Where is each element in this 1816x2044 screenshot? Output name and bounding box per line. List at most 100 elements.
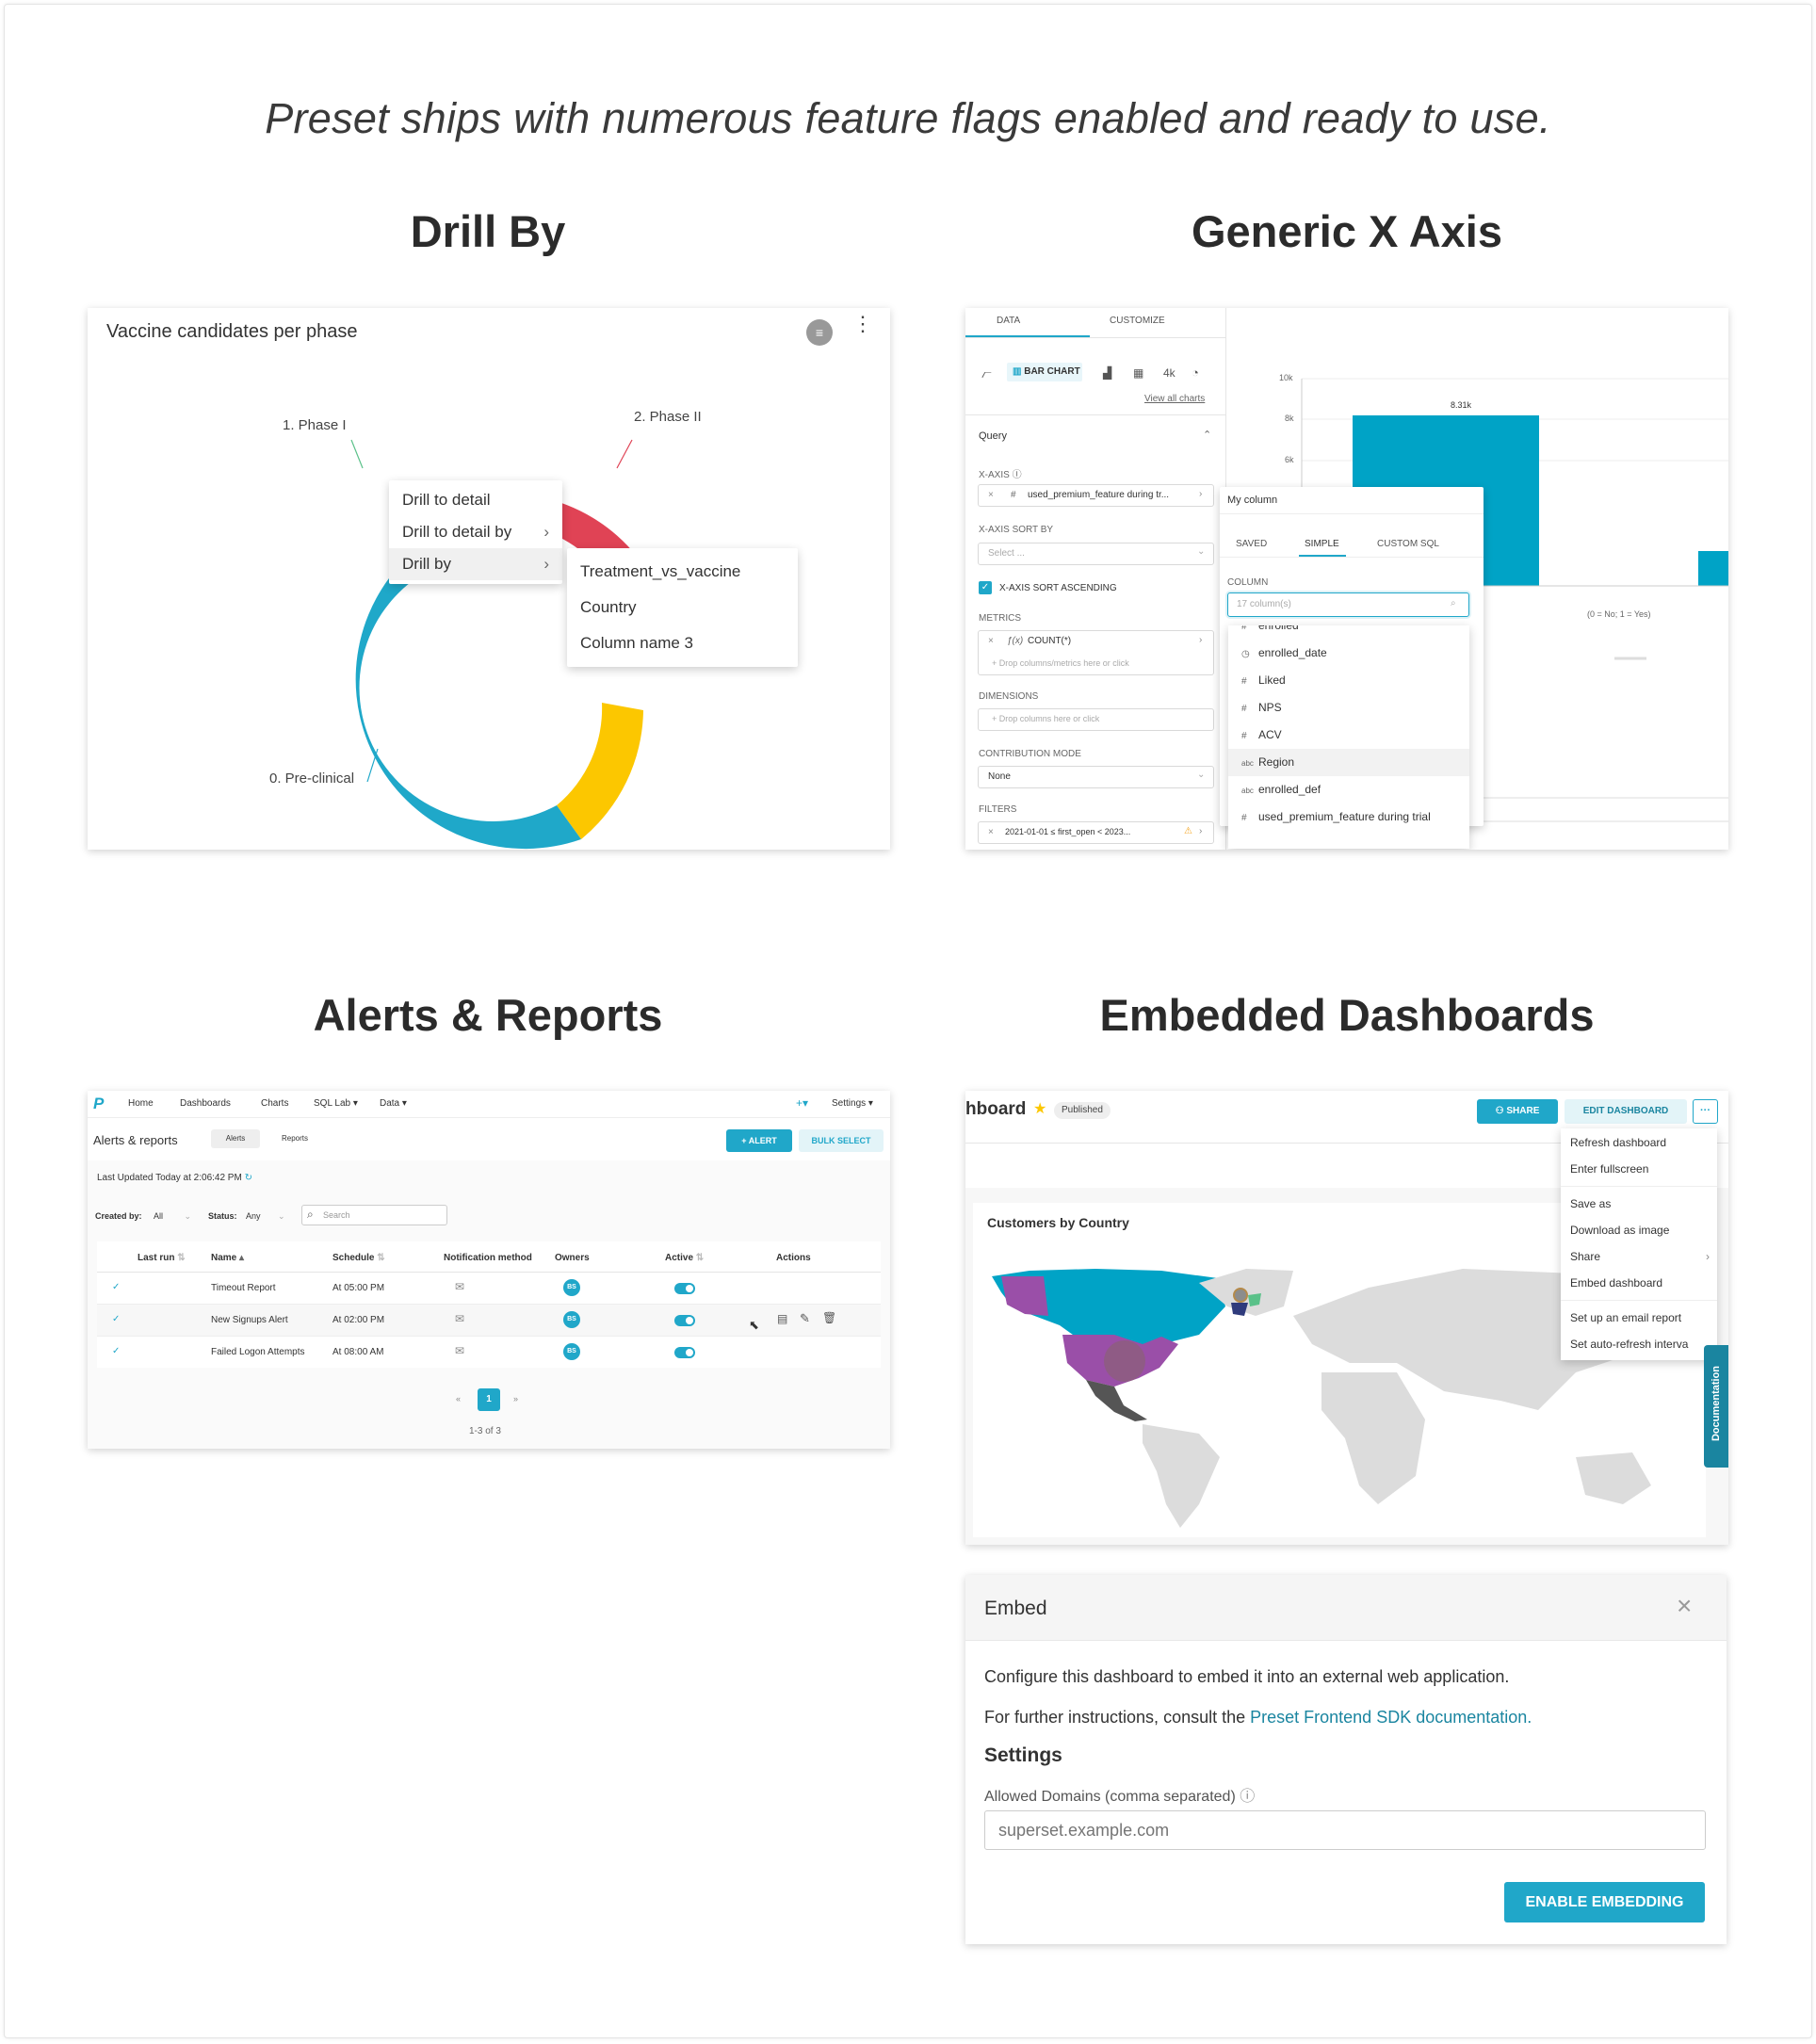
column-option[interactable]: # ACV	[1228, 722, 1469, 749]
popover-tab-saved[interactable]: SAVED	[1236, 539, 1268, 549]
nav-sql-lab[interactable]: SQL Lab ▾	[314, 1098, 358, 1109]
trash-icon[interactable]: 🗑	[822, 1311, 837, 1324]
big-number-4k[interactable]: 4k	[1163, 366, 1176, 380]
col-notification: Notification method	[444, 1253, 532, 1263]
active-toggle[interactable]	[674, 1315, 695, 1326]
nav-data[interactable]: Data ▾	[380, 1098, 407, 1109]
contribution-select[interactable]: None ⌄	[978, 766, 1214, 788]
tab-alerts[interactable]: Alerts	[211, 1129, 260, 1148]
info-icon: ⓘ	[1240, 1789, 1256, 1805]
table-row[interactable]: ✓ Timeout Report At 05:00 PM ✉ BS	[97, 1273, 881, 1304]
active-toggle[interactable]	[674, 1283, 695, 1294]
menu-embed-dashboard[interactable]: Embed dashboard	[1570, 1276, 1663, 1290]
created-by-select[interactable]: All ⌄	[154, 1211, 192, 1221]
pagination-page-1[interactable]: 1	[478, 1388, 500, 1411]
edit-dashboard-button[interactable]: EDIT DASHBOARD	[1565, 1099, 1687, 1124]
copy-icon[interactable]: ▤	[777, 1312, 788, 1325]
status-select[interactable]: Any ⌄	[246, 1211, 285, 1221]
column-option[interactable]: ◷ enrolled_date	[1228, 640, 1469, 667]
submenu-treatment-vs-vaccine[interactable]: Treatment_vs_vaccine	[580, 562, 741, 580]
menu-enter-fullscreen[interactable]: Enter fullscreen	[1570, 1162, 1649, 1176]
area-chart-icon[interactable]: ▟	[1103, 366, 1112, 380]
nav-dashboards[interactable]: Dashboards	[180, 1098, 231, 1109]
view-all-charts-link[interactable]: View all charts	[1144, 394, 1206, 404]
modal-title: Embed	[984, 1598, 1047, 1619]
submenu-column-name-3[interactable]: Column name 3	[580, 634, 694, 652]
menu-auto-refresh[interactable]: Set auto-refresh interva	[1570, 1338, 1689, 1351]
pie-chart-icon[interactable]: ◔	[1192, 365, 1199, 380]
menu-drill-by[interactable]: Drill by ›	[389, 548, 562, 580]
enable-embedding-button[interactable]: ENABLE EMBEDDING	[1504, 1882, 1705, 1922]
col-last-run[interactable]: Last run ⇅	[138, 1253, 186, 1263]
bar-1[interactable]	[1698, 551, 1728, 586]
menu-download-image[interactable]: Download as image	[1570, 1224, 1670, 1237]
nav-home[interactable]: Home	[128, 1098, 154, 1109]
star-icon[interactable]: ★	[1033, 1101, 1047, 1117]
menu-drill-to-detail[interactable]: Drill to detail	[402, 491, 491, 509]
sort-ascending-checkbox[interactable]: ✓	[979, 581, 992, 594]
sdk-documentation-link[interactable]: Preset Frontend SDK documentation.	[1250, 1708, 1532, 1727]
email-icon: ✉	[455, 1280, 465, 1293]
close-icon[interactable]: ×	[988, 636, 994, 646]
menu-drill-to-detail-by[interactable]: Drill to detail by ›	[389, 516, 562, 548]
col-name[interactable]: Name ▴	[211, 1253, 245, 1263]
slice-pre-clinical[interactable]	[355, 567, 581, 850]
col-schedule[interactable]: Schedule ⇅	[332, 1253, 385, 1263]
chevron-right-icon: ›	[1199, 635, 1203, 645]
submenu-country[interactable]: Country	[580, 598, 637, 616]
metrics-field[interactable]: × ƒ(x) COUNT(*) › + Drop columns/metrics…	[978, 630, 1214, 675]
active-toggle[interactable]	[674, 1347, 695, 1358]
pagination-prev[interactable]: «	[456, 1394, 462, 1403]
edit-icon[interactable]: ✎	[800, 1311, 810, 1325]
filters-field[interactable]: × 2021-01-01 ≤ first_open < 2023... ⚠ ›	[978, 821, 1214, 844]
text-type-icon: abc	[1241, 787, 1254, 795]
chevron-up-icon[interactable]: ⌃	[1203, 430, 1212, 441]
tab-reports[interactable]: Reports	[281, 1134, 308, 1143]
pagination-next[interactable]: »	[513, 1394, 519, 1403]
search-input[interactable]: ⌕ Search	[301, 1205, 447, 1225]
x-axis-field[interactable]: × # used_premium_feature during tr... ›	[978, 484, 1214, 507]
allowed-domains-input[interactable]	[984, 1810, 1706, 1850]
sort-by-select[interactable]: Select ... ⌄	[978, 543, 1214, 565]
slice-yellow[interactable]	[557, 703, 643, 839]
bar-chart-type[interactable]: ▥ BAR CHART	[1007, 363, 1082, 381]
preset-logo-icon[interactable]: P	[93, 1095, 105, 1112]
documentation-tab[interactable]: Documentation	[1704, 1345, 1728, 1468]
column-option[interactable]: abc Region	[1228, 749, 1469, 776]
popover-tab-simple[interactable]: SIMPLE	[1305, 539, 1339, 549]
popover-tab-custom-sql[interactable]: CUSTOM SQL	[1377, 539, 1439, 549]
column-option[interactable]: # used_premium_feature during trial	[1228, 803, 1469, 831]
add-alert-button[interactable]: + ALERT	[726, 1129, 792, 1152]
add-menu[interactable]: +▾	[796, 1096, 809, 1110]
share-button[interactable]: ⚇ SHARE	[1477, 1099, 1558, 1124]
close-icon[interactable]: ×	[988, 490, 994, 500]
col-active[interactable]: Active ⇅	[665, 1253, 705, 1263]
drop-metrics-hint[interactable]: + Drop columns/metrics here or click	[992, 658, 1129, 668]
filter-icon[interactable]: ≡	[806, 319, 833, 346]
refresh-icon[interactable]: ↻	[244, 1173, 252, 1183]
column-search-input[interactable]: 17 column(s) ⌕	[1227, 592, 1469, 617]
query-header[interactable]: Query	[979, 430, 1007, 442]
menu-share[interactable]: Share ›	[1561, 1243, 1717, 1270]
menu-save-as[interactable]: Save as	[1570, 1197, 1612, 1210]
dimensions-field[interactable]: + Drop columns here or click	[978, 708, 1214, 731]
column-option[interactable]: # enrolled	[1228, 625, 1469, 640]
table-row[interactable]: ✓ Failed Logon Attempts At 08:00 AM ✉ BS	[97, 1337, 881, 1368]
more-options-button[interactable]: ···	[1693, 1099, 1718, 1124]
tab-data[interactable]: DATA	[997, 316, 1021, 326]
close-icon[interactable]: ×	[988, 827, 994, 837]
menu-email-report[interactable]: Set up an email report	[1570, 1311, 1682, 1324]
nav-charts[interactable]: Charts	[261, 1098, 289, 1109]
menu-refresh-dashboard[interactable]: Refresh dashboard	[1570, 1136, 1667, 1149]
nav-settings[interactable]: Settings ▾	[832, 1098, 873, 1109]
table-icon[interactable]: ▦	[1133, 366, 1144, 380]
column-option[interactable]: abc enrolled_def	[1228, 776, 1469, 803]
table-row[interactable]: ✓ New Signups Alert At 02:00 PM ✉ BS ▤ ✎…	[97, 1305, 881, 1336]
column-option[interactable]: # NPS	[1228, 694, 1469, 722]
close-icon[interactable]: ×	[1677, 1591, 1693, 1620]
line-chart-icon[interactable]: ⦧	[981, 366, 992, 381]
bulk-select-button[interactable]: BULK SELECT	[799, 1129, 884, 1152]
modal-header: Embed ×	[965, 1575, 1727, 1641]
tab-customize[interactable]: CUSTOMIZE	[1110, 316, 1165, 326]
column-option[interactable]: # Liked	[1228, 667, 1469, 694]
